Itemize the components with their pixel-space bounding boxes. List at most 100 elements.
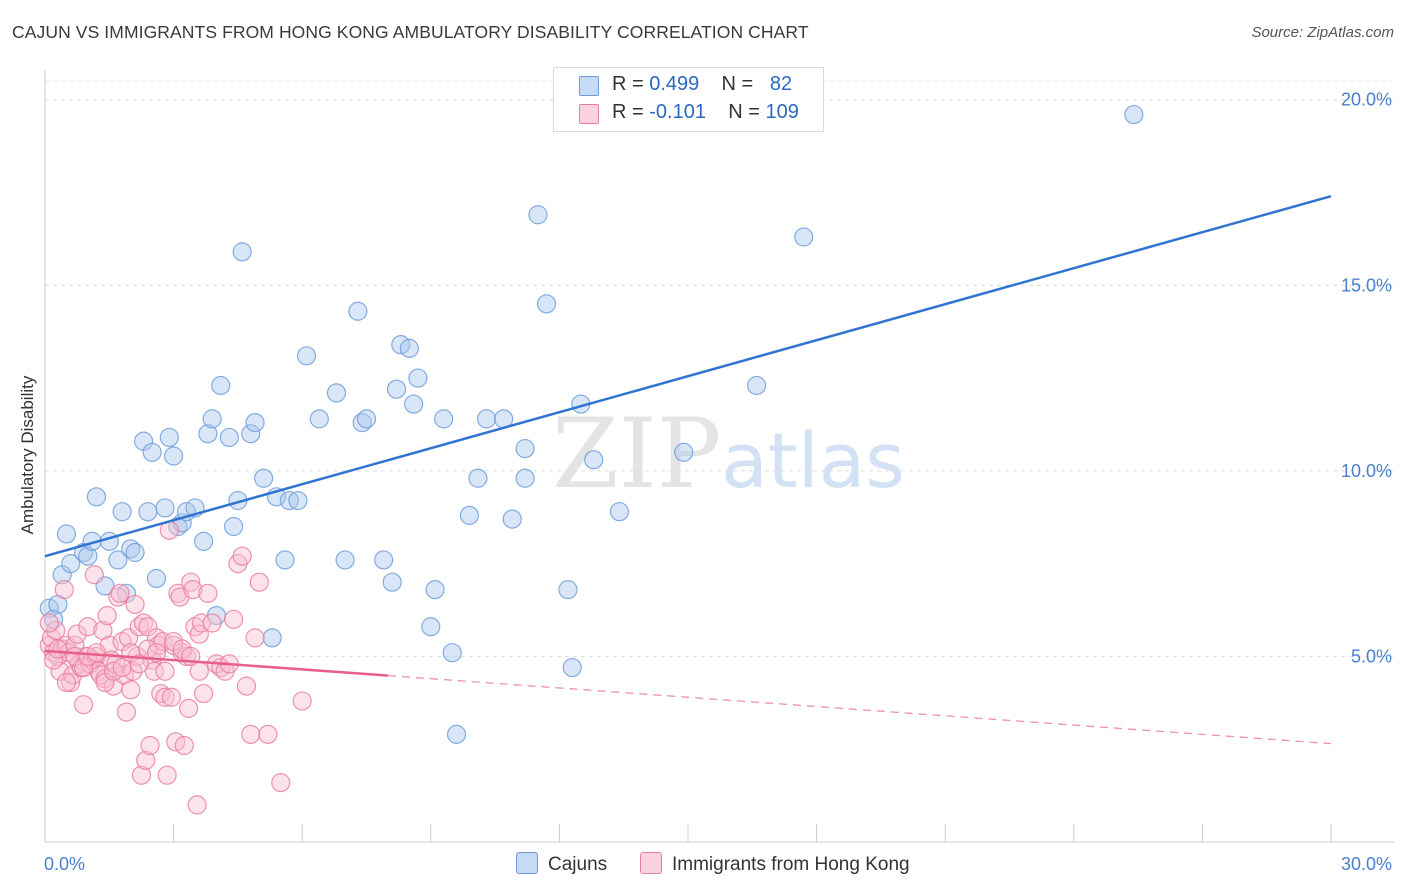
y-tick-label: 5.0% (1351, 646, 1392, 666)
cajun-point (609, 502, 630, 522)
cajun-point (202, 409, 222, 429)
legend-n-value: 109 (765, 101, 799, 123)
legend-r-value: -0.101 (649, 101, 706, 123)
cajun-point (746, 375, 767, 396)
cajun-point (326, 383, 347, 403)
bottom-legend-label-cajuns: Cajuns (548, 854, 608, 875)
cajun-point (241, 424, 261, 444)
legend-n-label: N = (728, 101, 760, 123)
cajun-point (61, 554, 81, 574)
cajun-point (309, 409, 329, 429)
cajun-point (155, 498, 175, 518)
cajun-point (515, 438, 535, 459)
cajun-point (138, 502, 158, 522)
cajun-point (408, 368, 428, 388)
y-tick-label: 10.0% (1341, 461, 1392, 481)
bottom-legend-label-hongkong: Immigrants from Hong Kong (672, 854, 910, 875)
cajun-point (232, 242, 252, 262)
bottom-legend-swatch-hongkong (640, 852, 662, 874)
chart-title: CAJUN VS IMMIGRANTS FROM HONG KONG AMBUL… (12, 22, 809, 42)
hongkong-point (187, 795, 207, 815)
hongkong-point (183, 580, 203, 600)
cajun-point (108, 550, 128, 570)
cajun-point (459, 505, 479, 525)
hongkong-point (73, 695, 94, 715)
hongkong-point (61, 672, 81, 693)
cajun-point (468, 468, 488, 488)
hongkong-point (56, 672, 77, 693)
hongkong-point (136, 750, 156, 770)
cajun-point (476, 409, 497, 429)
hongkong-point (123, 661, 143, 681)
hongkong-point (191, 613, 212, 633)
cajun-point (442, 643, 462, 663)
cajun-point (99, 531, 119, 551)
hongkong-point (73, 657, 94, 678)
x-tick-label: 30.0% (1341, 854, 1392, 874)
hongkong-point (67, 624, 87, 644)
hongkong-point (258, 724, 278, 744)
cajun-point (125, 542, 145, 563)
cajun-point (262, 628, 282, 648)
hongkong-point (249, 572, 269, 592)
hongkong-trend-line-extension (387, 674, 1332, 745)
hongkong-point (78, 617, 98, 637)
bottom-legend-hongkong: Immigrants from Hong Kong (640, 852, 910, 876)
hongkong-point (194, 683, 214, 704)
hongkong-point (232, 546, 252, 566)
cajun-point (296, 346, 317, 366)
legend-swatch-cajuns (579, 76, 599, 96)
y-axis-title: Ambulatory Disability (18, 375, 37, 534)
legend-n-label: N = (721, 73, 754, 95)
cajun-point (275, 550, 295, 570)
legend-n-value: 82 (769, 73, 793, 95)
cajun-point (219, 427, 239, 448)
cajun-point (288, 490, 308, 511)
data-points (39, 104, 1144, 815)
y-tick-label: 15.0% (1341, 275, 1392, 295)
cajun-point (562, 657, 582, 678)
cajun-point (112, 502, 132, 522)
hongkong-point (161, 687, 182, 707)
hongkong-point (241, 724, 261, 744)
legend-r-label: R = (612, 101, 644, 123)
cajun-point (142, 442, 162, 462)
cajun-point (146, 568, 167, 589)
gridlines (45, 80, 1394, 657)
hongkong-point (131, 765, 152, 785)
cajun-point (421, 617, 441, 637)
axes (44, 70, 1394, 843)
cajun-point (335, 550, 355, 570)
cajun-point (386, 379, 407, 399)
cajun-point (674, 442, 694, 462)
legend-r-value: 0.499 (649, 73, 700, 95)
hongkong-point (84, 565, 104, 585)
legend-swatch-hongkong (579, 104, 599, 124)
source-label: Source: ZipAtlas.com (1251, 24, 1394, 41)
cajun-point (224, 516, 244, 537)
cajun-point (356, 409, 377, 429)
cajun-point (446, 724, 467, 744)
cajun-point (558, 580, 578, 600)
hongkong-point (224, 609, 244, 629)
x-tick-label: 0.0% (44, 854, 85, 874)
hongkong-point (140, 735, 160, 756)
hongkong-point (245, 628, 265, 648)
cajun-point (164, 446, 184, 466)
cajun-point (78, 546, 98, 566)
hongkong-point (39, 613, 59, 633)
hongkong-point (97, 605, 117, 626)
hongkong-point (189, 661, 209, 681)
hongkong-point (125, 594, 145, 615)
hongkong-point (179, 698, 199, 718)
cajun-point (56, 524, 77, 544)
hongkong-point (198, 583, 218, 603)
hongkong-point (271, 773, 291, 793)
cajun-point (1124, 104, 1144, 125)
hongkong-point (116, 702, 137, 722)
cajun-point (794, 227, 814, 247)
cajun-point (374, 550, 394, 570)
hongkong-point (155, 687, 175, 707)
hongkong-point (146, 643, 167, 663)
